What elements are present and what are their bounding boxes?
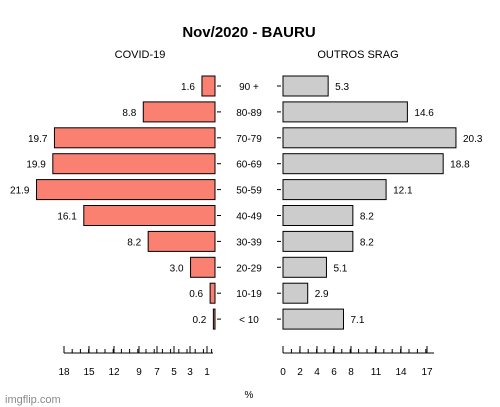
bar-right [282, 205, 354, 226]
bar-left [212, 308, 216, 330]
bar-right [282, 256, 327, 278]
bar-left [147, 230, 216, 252]
value-label-left: 8.8 [122, 108, 136, 119]
axis-tick-label: 11 [371, 367, 382, 378]
axis-tick-label: 8 [348, 367, 354, 378]
category-label: 20-29 [236, 263, 262, 274]
axis-tick-label: 7 [154, 367, 160, 378]
axis-tick-label: 4 [314, 367, 320, 378]
left-series-name: COVID-19 [115, 49, 166, 61]
axis-tick-label: 3 [187, 367, 193, 378]
bar-left [142, 101, 216, 123]
value-label-right: 7.1 [350, 315, 364, 326]
value-label-right: 18.8 [450, 160, 470, 171]
value-label-right: 2.9 [315, 289, 329, 300]
bar-left [201, 75, 216, 97]
value-label-left: 19.9 [26, 160, 46, 171]
value-label-left: 21.9 [10, 186, 30, 197]
bar-left [52, 153, 216, 175]
bar-right [282, 75, 329, 97]
value-label-left: 0.6 [189, 289, 203, 300]
right-bars: 5.3 14.6 20.3 18.8 12.1 8.2 8.2 5.1 2.9 7.1 [282, 75, 483, 330]
category-label: < 10 [239, 315, 259, 326]
x-axis-label: % [245, 390, 254, 401]
watermark-text: imgflip.com [5, 394, 61, 406]
right-axis: 0 2 4 6 8 11 14 17 [280, 346, 434, 378]
axis-tick-label: 17 [421, 367, 433, 378]
category-label: 40-49 [236, 212, 262, 223]
left-bars: 1.6 8.8 19.7 19.9 21.9 16.1 8.2 3.0 0.6 0.2 [10, 75, 216, 330]
bar-left [209, 282, 216, 304]
category-labels: 90 + 80-89 70-79 60-69 50-59 40-49 30-39 20-29 1… [217, 82, 281, 326]
category-label: 30-39 [236, 237, 262, 248]
category-label: 10-19 [236, 289, 262, 300]
axis-tick-label: 14 [395, 367, 407, 378]
bar-right [282, 308, 344, 330]
value-label-left: 19.7 [28, 134, 48, 145]
bar-left [36, 179, 216, 201]
chart-title: Nov/2020 - BAURU [182, 24, 315, 41]
value-label-right: 14.6 [414, 108, 434, 119]
bar-left [53, 127, 216, 149]
bar-right [282, 179, 387, 201]
value-label-left: 8.2 [127, 237, 141, 248]
value-label-right: 8.2 [360, 212, 374, 223]
bar-right [282, 101, 408, 123]
value-label-right: 20.3 [463, 134, 483, 145]
axis-tick-label: 1 [204, 367, 210, 378]
bar-right [282, 230, 354, 252]
category-label: 60-69 [236, 160, 262, 171]
bar-right [282, 153, 444, 175]
bar-right [282, 282, 309, 304]
value-label-right: 12.1 [393, 186, 413, 197]
axis-tick-label: 5 [171, 367, 177, 378]
value-label-right: 5.1 [333, 263, 347, 274]
bar-left [190, 256, 216, 278]
axis-tick-label: 12 [108, 367, 120, 378]
category-label: 70-79 [236, 134, 262, 145]
left-axis: 18 15 12 9 7 5 3 1 [58, 346, 213, 378]
value-label-left: 1.6 [181, 82, 195, 93]
axis-tick-label: 2 [297, 367, 303, 378]
right-series-name: OUTROS SRAG [317, 49, 398, 61]
category-label: 50-59 [236, 186, 262, 197]
value-label-right: 8.2 [360, 237, 374, 248]
axis-tick-label: 18 [58, 367, 70, 378]
category-label: 80-89 [236, 108, 262, 119]
value-label-right: 5.3 [335, 82, 349, 93]
value-label-left: 0.2 [192, 315, 206, 326]
axis-tick-label: 0 [280, 367, 286, 378]
axis-tick-label: 6 [331, 367, 337, 378]
bar-left [83, 205, 216, 226]
bar-right [282, 127, 457, 149]
axis-tick-label: 9 [136, 367, 142, 378]
axis-tick-label: 15 [83, 367, 95, 378]
value-label-left: 3.0 [170, 263, 184, 274]
value-label-left: 16.1 [57, 212, 77, 223]
category-label: 90 + [239, 82, 259, 93]
